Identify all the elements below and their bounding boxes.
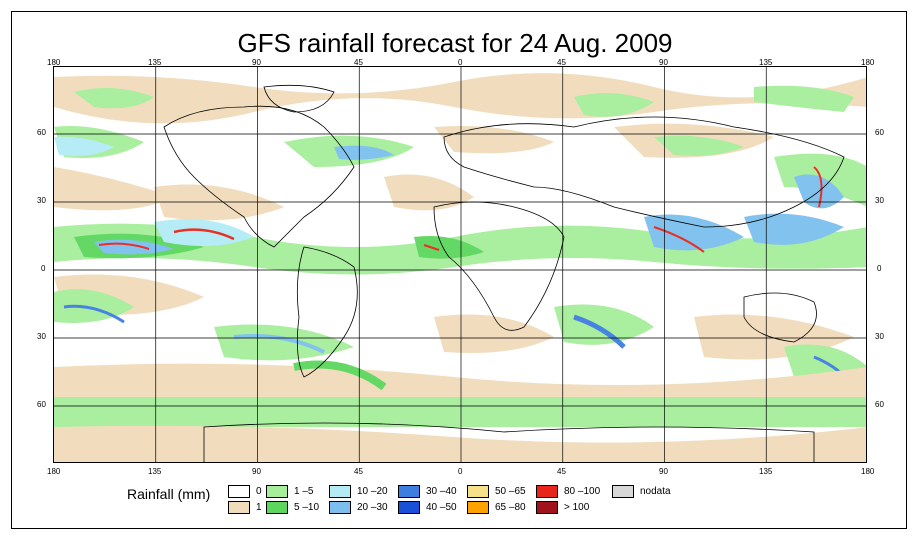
lat-tick-right: 60	[875, 128, 884, 137]
coastlines	[163, 84, 845, 462]
legend-label-12: nodata	[640, 486, 671, 497]
lat-tick-right: 30	[875, 196, 884, 205]
lon-tick-top: 180	[47, 58, 61, 67]
legend-label-8: 50 –65	[495, 486, 526, 497]
legend-swatch-10	[536, 485, 558, 498]
lat-tick-left: 30	[37, 196, 46, 205]
legend-swatch-3	[266, 501, 288, 514]
map-svg	[54, 67, 866, 462]
lon-tick-top: 90	[659, 58, 668, 67]
rainfall-field	[54, 73, 866, 462]
lon-tick-bottom: 135	[148, 467, 162, 476]
legend-label-5: 20 –30	[357, 502, 388, 513]
lon-tick-top: 135	[759, 58, 773, 67]
lat-tick-left: 60	[37, 400, 46, 409]
legend-swatch-0	[228, 485, 250, 498]
lon-tick-top: 0	[458, 58, 463, 67]
legend-swatch-12	[612, 485, 634, 498]
lon-tick-bottom: 180	[861, 467, 875, 476]
legend-label-1: 1	[256, 502, 262, 513]
legend-label-7: 40 –50	[426, 502, 457, 513]
legend-label-6: 30 –40	[426, 486, 457, 497]
graticule	[54, 67, 866, 462]
lon-tick-bottom: 45	[354, 467, 363, 476]
map-title: GFS rainfall forecast for 24 Aug. 2009	[237, 28, 673, 58]
lat-tick-right: 0	[877, 264, 882, 273]
lon-tick-top: 180	[861, 58, 875, 67]
lat-tick-left: 60	[37, 128, 46, 137]
legend-swatch-7	[398, 501, 420, 514]
lon-tick-bottom: 90	[659, 467, 668, 476]
legend-label-11: > 100	[564, 502, 590, 513]
legend-label-10: 80 –100	[564, 486, 601, 497]
lon-tick-bottom: 90	[252, 467, 261, 476]
lon-tick-top: 135	[148, 58, 162, 67]
lon-tick-bottom: 180	[47, 467, 61, 476]
legend-swatch-4	[329, 485, 351, 498]
lon-tick-bottom: 0	[458, 467, 463, 476]
legend-label-0: 0	[256, 486, 262, 497]
legend-swatch-6	[398, 485, 420, 498]
lon-tick-top: 45	[557, 58, 566, 67]
legend-swatch-9	[467, 501, 489, 514]
legend-swatch-1	[228, 501, 250, 514]
legend-swatch-8	[467, 485, 489, 498]
figure-frame	[11, 11, 907, 529]
legend-swatch-11	[536, 501, 558, 514]
legend-label-9: 65 –80	[495, 502, 526, 513]
lon-tick-top: 45	[354, 58, 363, 67]
rainfall-map[interactable]	[53, 66, 867, 463]
lat-tick-right: 60	[875, 400, 884, 409]
lat-tick-left: 30	[37, 332, 46, 341]
lat-tick-left: 0	[41, 264, 46, 273]
legend-swatch-5	[329, 501, 351, 514]
legend-label-4: 10 –20	[357, 486, 388, 497]
legend-label-3: 5 –10	[294, 502, 320, 513]
legend-title: Rainfall (mm)	[127, 486, 211, 502]
lon-tick-bottom: 135	[759, 467, 773, 476]
lat-tick-right: 30	[875, 332, 884, 341]
lon-tick-bottom: 45	[557, 467, 566, 476]
legend-label-2: 1 –5	[294, 486, 314, 497]
legend-swatch-2	[266, 485, 288, 498]
lon-tick-top: 90	[252, 58, 261, 67]
